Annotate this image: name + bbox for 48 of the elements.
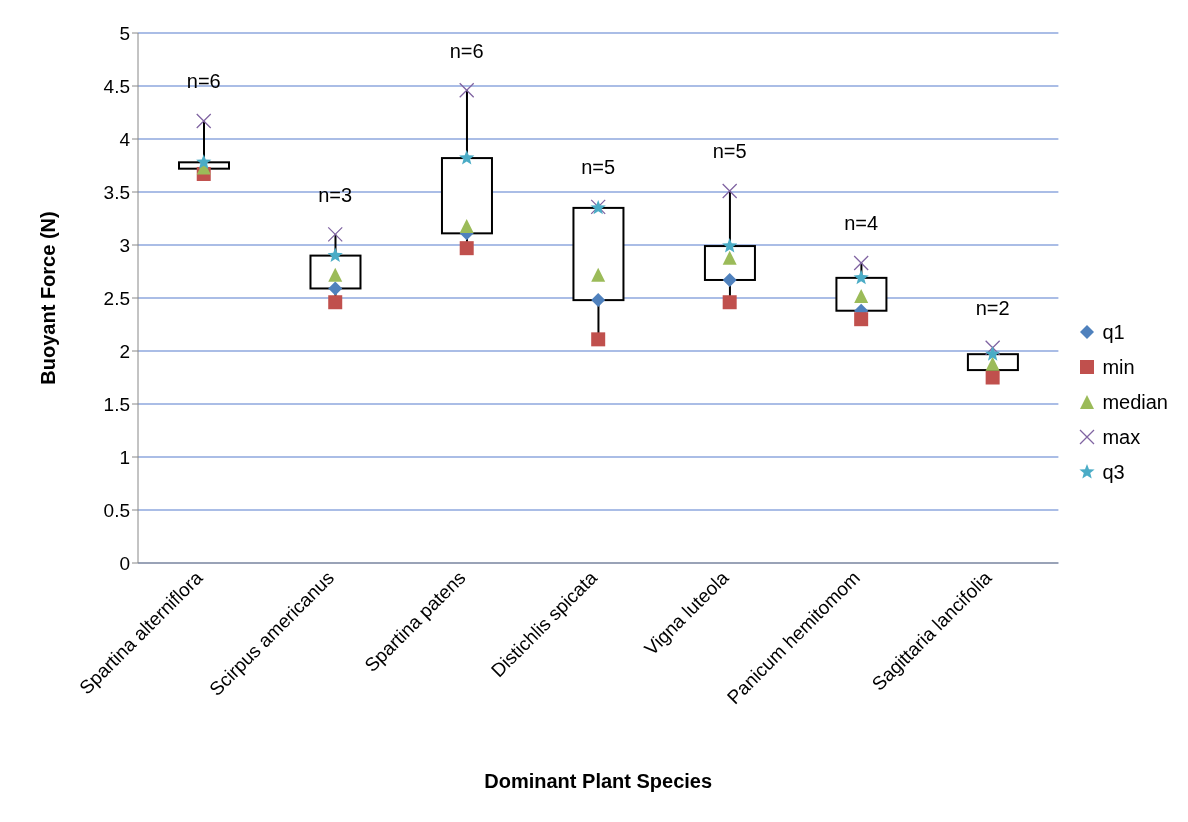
- y-tick-label: 1: [119, 446, 130, 468]
- point: [327, 226, 343, 243]
- point: [459, 218, 474, 233]
- annotation: n=5: [712, 140, 747, 163]
- point: [196, 154, 212, 169]
- y-tick-label: 2.5: [103, 287, 130, 309]
- point: [459, 241, 474, 256]
- point: [196, 113, 212, 129]
- annotation: n=2: [975, 297, 1010, 320]
- legend-label: max: [1102, 425, 1141, 449]
- y-tick-label: 3.5: [103, 181, 130, 203]
- point: [854, 312, 869, 327]
- y-axis-title: Buoyant Force (N): [37, 211, 60, 385]
- point: [459, 82, 475, 98]
- y-tick-label: 1.5: [103, 393, 130, 415]
- annotation: n=4: [844, 212, 879, 235]
- point: [328, 281, 343, 296]
- point: [591, 293, 606, 308]
- point: [853, 269, 869, 285]
- y-tick-label: 2: [119, 340, 130, 362]
- point: [459, 150, 475, 165]
- y-tick-label: 5: [119, 22, 130, 44]
- point: [853, 255, 869, 271]
- legend-label: median: [1102, 390, 1168, 414]
- y-tick-label: 4.5: [103, 75, 130, 97]
- annotation: n=3: [318, 183, 353, 206]
- point: [722, 183, 738, 199]
- y-tick-label: 3: [119, 234, 130, 256]
- x-axis-title: Dominant Plant Species: [484, 770, 713, 792]
- point: [985, 370, 1000, 385]
- point: [591, 332, 606, 347]
- point: [591, 267, 606, 282]
- annotation: n=5: [581, 156, 616, 179]
- legend-label: q1: [1102, 320, 1125, 344]
- point: [722, 295, 737, 310]
- y-tick-label: 4: [119, 128, 131, 150]
- point: [985, 340, 1001, 356]
- point: [722, 238, 738, 253]
- annotation: n=6: [449, 39, 484, 62]
- point: [722, 272, 737, 287]
- legend-label: min: [1102, 355, 1135, 379]
- y-tick-label: 0: [119, 552, 130, 574]
- y-tick-label: 0.5: [103, 499, 130, 521]
- annotation: n=6: [186, 70, 221, 93]
- legend-label: q3: [1102, 460, 1125, 484]
- point: [327, 247, 343, 263]
- point: [328, 295, 343, 310]
- point: [985, 346, 1001, 361]
